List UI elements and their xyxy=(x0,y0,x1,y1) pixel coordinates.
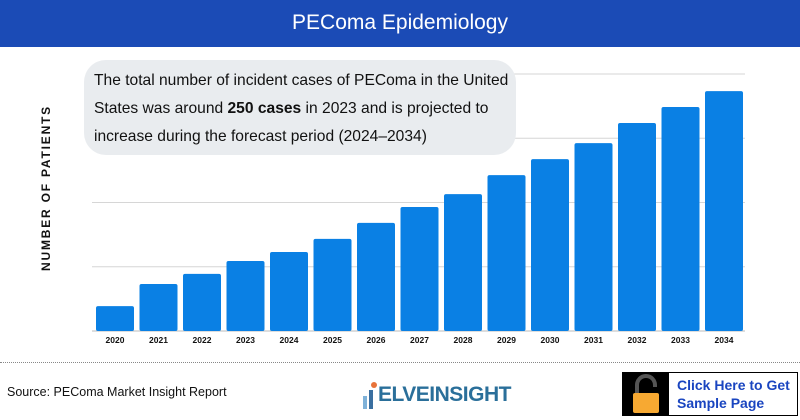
x-tick-label: 2033 xyxy=(671,335,690,345)
x-tick-label: 2027 xyxy=(410,335,429,345)
bar-chart: 2020 2021 2022 2023 2024 2025 2026 2027 2028 2029… xyxy=(92,73,745,345)
x-tick-label: 2023 xyxy=(236,335,255,345)
cta-line-1: Click Here to Get xyxy=(677,377,790,393)
callout-highlight: 250 cases xyxy=(227,100,302,117)
divider xyxy=(0,362,800,363)
x-tick-label: 2031 xyxy=(584,335,603,345)
page-title: PEComa Epidemiology xyxy=(0,0,800,47)
x-tick-label: 2021 xyxy=(149,335,168,345)
y-axis-label: NUMBER OF PATIENTS xyxy=(39,105,53,271)
x-tick-label: 2026 xyxy=(367,335,386,345)
bar-2031 xyxy=(574,143,613,331)
unlock-icon xyxy=(623,373,669,415)
bar-2028 xyxy=(444,194,482,331)
x-tick-label: 2028 xyxy=(454,335,473,345)
bar-2024 xyxy=(270,252,308,331)
bar-2027 xyxy=(400,206,439,331)
bar-2029 xyxy=(487,175,526,331)
cta-line-2: Sample Page xyxy=(677,395,765,411)
x-tick-label: 2032 xyxy=(628,335,647,345)
logo-bars-icon xyxy=(363,382,377,409)
source-text: Source: PEComa Market Insight Report xyxy=(7,385,227,399)
bar-2023 xyxy=(226,261,265,331)
bar-2021 xyxy=(139,283,178,331)
get-sample-page-button[interactable]: Click Here to Get Sample Page xyxy=(622,372,798,416)
callout-text-2: in 2023 and is projected to increase dur… xyxy=(94,100,489,145)
bar-2025 xyxy=(313,238,352,331)
bar-2033 xyxy=(661,107,700,332)
x-tick-label: 2020 xyxy=(106,335,125,345)
x-tick-label: 2024 xyxy=(280,335,299,345)
x-tick-label: 2025 xyxy=(323,335,342,345)
x-tick-label: 2029 xyxy=(497,335,516,345)
bar-2020 xyxy=(96,306,134,331)
bar-2030 xyxy=(531,159,569,331)
bar-2026 xyxy=(357,222,395,331)
x-tick-label: 2030 xyxy=(541,335,560,345)
logo-text: ELVEINSIGHT xyxy=(378,383,511,406)
callout-text-1: The total number of incident cases of PE… xyxy=(94,72,509,117)
bar-2022 xyxy=(183,273,221,331)
x-tick-label: 2034 xyxy=(715,335,734,345)
bar-2032 xyxy=(618,122,656,332)
callout-box: The total number of incident cases of PE… xyxy=(84,60,516,155)
delveinsight-logo: ELVEINSIGHT xyxy=(362,378,511,412)
x-tick-label: 2022 xyxy=(193,335,212,345)
bar-2034 xyxy=(705,91,743,332)
